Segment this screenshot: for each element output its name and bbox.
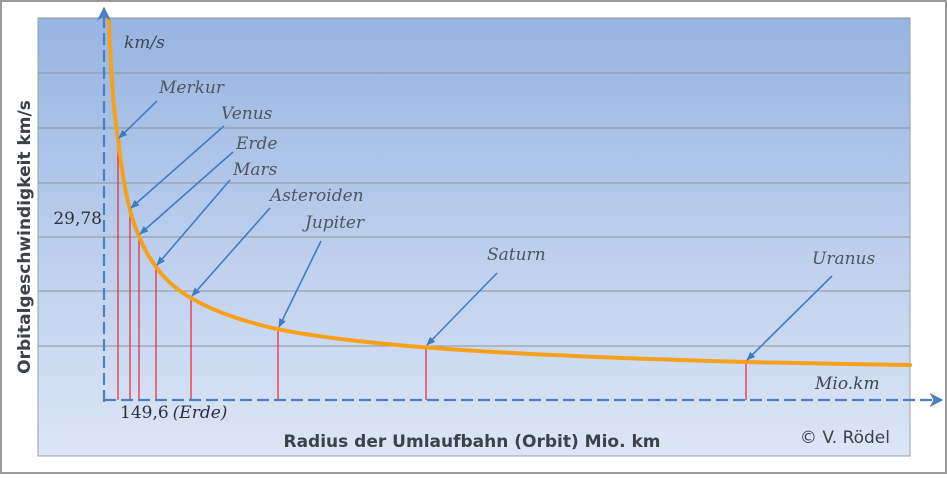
planet-label-jupiter: Jupiter <box>302 213 365 233</box>
x-axis-title: Radius der Umlaufbahn (Orbit) Mio. km <box>283 432 660 452</box>
y-unit-label: km/s <box>124 33 165 53</box>
planet-label-erde: Erde <box>235 134 277 154</box>
x-tick-value: 149,6 <box>120 403 169 423</box>
arrow-jupiter <box>278 240 322 328</box>
planet-arrows <box>118 100 833 361</box>
x-unit-label: Mio.km <box>814 374 880 394</box>
planet-label-saturn: Saturn <box>487 245 546 265</box>
arrow-erde <box>139 151 234 235</box>
copyright-credit: © V. Rödel <box>800 428 890 448</box>
x-tick-note: (Erde) <box>173 403 228 423</box>
planet-label-merkur: Merkur <box>158 78 225 98</box>
arrow-uranus <box>746 275 833 361</box>
arrow-mars <box>156 179 231 266</box>
arrow-venus <box>130 125 225 209</box>
velocity-curve <box>106 18 912 367</box>
arrow-merkur <box>118 100 158 139</box>
planet-labels: Merkur Venus Erde Mars Asteroiden Jupiter Satu… <box>158 78 875 269</box>
y-tick-label: 29,78 <box>53 209 102 229</box>
y-axis-title: Orbitalgeschwindigkeit km/s <box>15 100 35 374</box>
planet-label-mars: Mars <box>232 160 278 180</box>
arrow-saturn <box>426 272 498 346</box>
arrow-asteroiden <box>191 207 271 297</box>
x-tick-label: 149,6 (Erde) <box>120 403 227 423</box>
planet-label-venus: Venus <box>221 104 273 124</box>
planet-label-uranus: Uranus <box>812 249 875 269</box>
planet-drop-lines <box>117 140 747 400</box>
planet-label-asteroiden: Asteroiden <box>268 186 364 206</box>
